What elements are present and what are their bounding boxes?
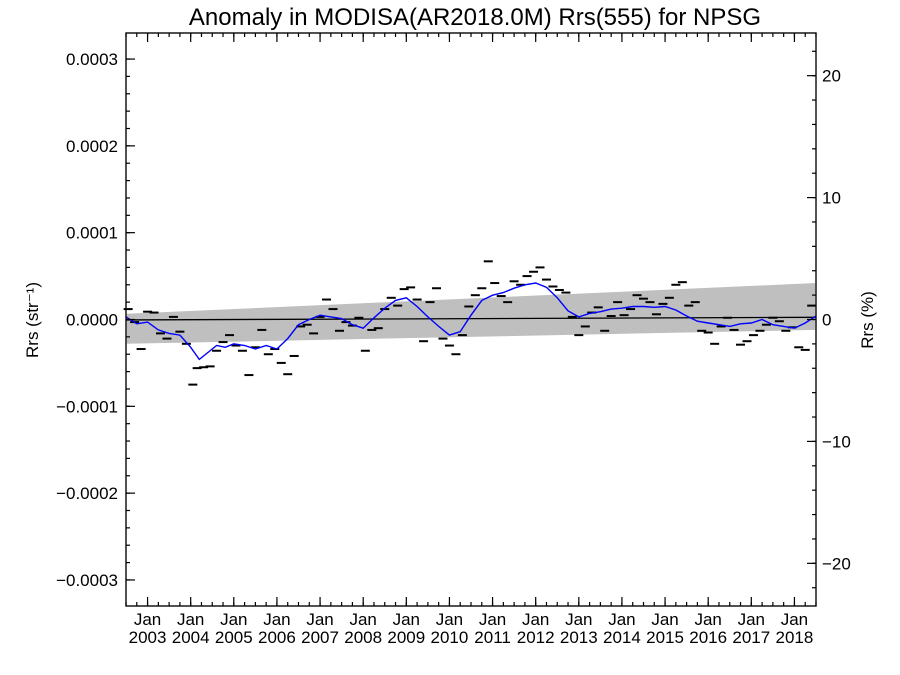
x-tick-labels: Jan2003Jan2004Jan2005Jan2006Jan2007Jan20… bbox=[129, 610, 814, 647]
left-y-tick-labels: 0.0003 0.0002 0.0001 0.0000 −0.0001 −0.0002 −0… bbox=[56, 50, 118, 590]
x-tick-year-label: 2016 bbox=[689, 628, 727, 647]
x-tick-year-label: 2006 bbox=[258, 628, 296, 647]
axis-ticks-layer bbox=[125, 33, 817, 606]
x-tick-month-label: Jan bbox=[522, 610, 549, 629]
smoothed-series-line bbox=[125, 282, 817, 361]
x-tick-year-label: 2012 bbox=[517, 628, 555, 647]
x-tick-year-label: 2014 bbox=[603, 628, 641, 647]
right-y-tick-label: 10 bbox=[822, 189, 841, 208]
chart-title: Anomaly in MODISA(AR2018.0M) Rrs(555) fo… bbox=[189, 4, 761, 31]
x-tick-month-label: Jan bbox=[651, 610, 678, 629]
x-tick-year-label: 2010 bbox=[431, 628, 469, 647]
left-y-tick-label: 0.0000 bbox=[66, 311, 118, 330]
left-y-tick-label: −0.0003 bbox=[56, 571, 118, 590]
left-y-axis-label: Rrs (str⁻¹) bbox=[23, 282, 42, 358]
x-tick-month-label: Jan bbox=[479, 610, 506, 629]
x-tick-month-label: Jan bbox=[263, 610, 290, 629]
x-tick-month-label: Jan bbox=[177, 610, 204, 629]
x-tick-month-label: Jan bbox=[694, 610, 721, 629]
right-y-tick-label: −20 bbox=[822, 554, 851, 573]
x-tick-month-label: Jan bbox=[738, 610, 765, 629]
x-tick-month-label: Jan bbox=[608, 610, 635, 629]
x-tick-year-label: 2009 bbox=[387, 628, 425, 647]
x-tick-year-label: 2005 bbox=[215, 628, 253, 647]
x-tick-month-label: Jan bbox=[393, 610, 420, 629]
left-y-tick-label: −0.0001 bbox=[56, 397, 118, 416]
x-tick-year-label: 2007 bbox=[301, 628, 339, 647]
right-y-tick-label: −10 bbox=[822, 432, 851, 451]
x-tick-month-label: Jan bbox=[781, 610, 808, 629]
x-tick-month-label: Jan bbox=[306, 610, 333, 629]
trend-line bbox=[125, 316, 817, 321]
x-tick-year-label: 2013 bbox=[560, 628, 598, 647]
x-tick-month-label: Jan bbox=[134, 610, 161, 629]
monthly-points-layer bbox=[123, 260, 817, 386]
left-y-tick-label: 0.0003 bbox=[66, 50, 118, 69]
smoothed-series-layer bbox=[125, 282, 817, 361]
right-y-tick-label: 20 bbox=[822, 67, 841, 86]
x-tick-year-label: 2008 bbox=[344, 628, 382, 647]
x-tick-year-label: 2017 bbox=[732, 628, 770, 647]
trend-line-layer bbox=[125, 316, 817, 321]
left-y-tick-label: −0.0002 bbox=[56, 484, 118, 503]
x-tick-month-label: Jan bbox=[220, 610, 247, 629]
x-tick-year-label: 2003 bbox=[129, 628, 167, 647]
x-tick-year-label: 2018 bbox=[776, 628, 814, 647]
x-tick-year-label: 2004 bbox=[172, 628, 210, 647]
x-tick-month-label: Jan bbox=[349, 610, 376, 629]
left-y-tick-label: 0.0001 bbox=[66, 224, 118, 243]
left-y-tick-label: 0.0002 bbox=[66, 137, 118, 156]
x-tick-year-label: 2011 bbox=[474, 628, 511, 647]
x-tick-month-label: Jan bbox=[436, 610, 463, 629]
x-tick-month-label: Jan bbox=[565, 610, 592, 629]
right-y-tick-label: 0 bbox=[822, 311, 831, 330]
right-y-axis-label: Rrs (%) bbox=[858, 291, 877, 349]
x-tick-year-label: 2015 bbox=[646, 628, 684, 647]
right-y-tick-labels: 20 10 0 −10 −20 bbox=[822, 67, 851, 574]
